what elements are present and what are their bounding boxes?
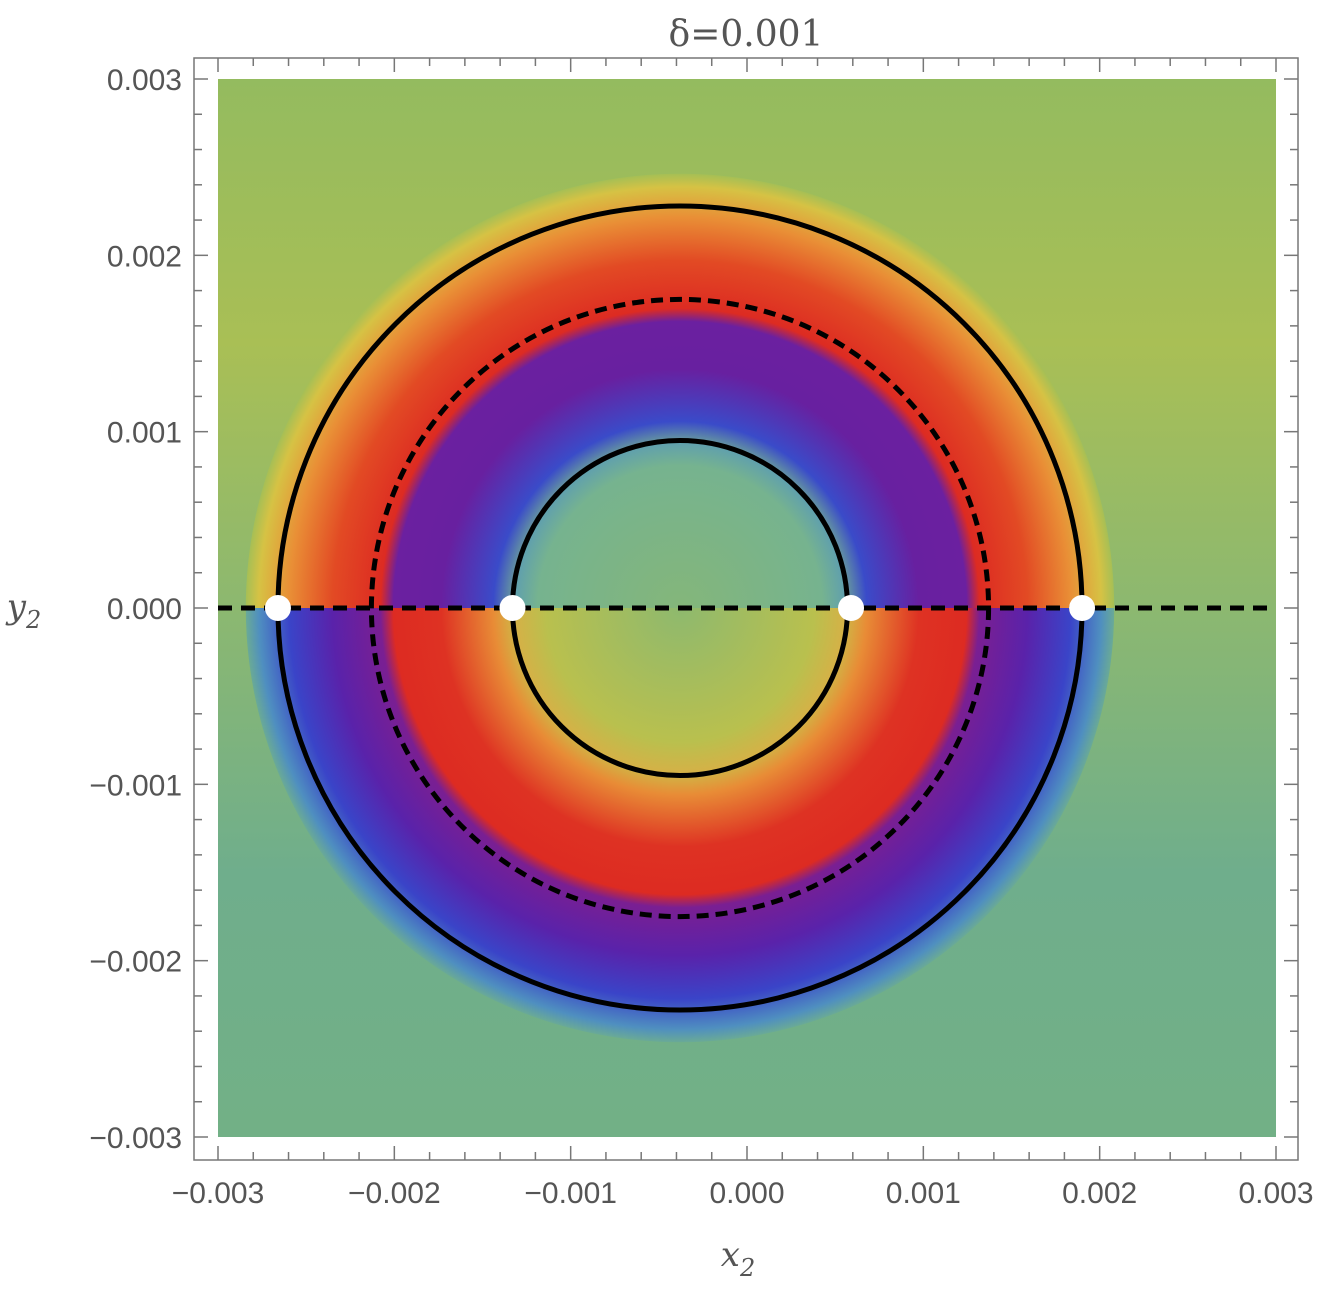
x-axis-ticks: −0.003 −0.002 −0.001 0.000 0.001 0.002 0.003 bbox=[172, 58, 1314, 1210]
inner-disk-bottom bbox=[512, 608, 848, 776]
y-axis-ticks: 0.003 0.002 0.001 0.000 −0.001 −0.002 −0.003 bbox=[89, 64, 1298, 1155]
y-tick-label: −0.001 bbox=[89, 769, 182, 802]
plot-frame bbox=[193, 57, 1299, 1161]
y-tick-label: 0.000 bbox=[107, 593, 182, 626]
data-point-3 bbox=[838, 595, 865, 621]
x-tick-label: −0.002 bbox=[348, 1177, 441, 1210]
ring-bottom-half bbox=[245, 608, 1115, 1043]
y-tick-label: 0.001 bbox=[107, 417, 182, 450]
x-tick-label: −0.003 bbox=[172, 1177, 265, 1210]
x-tick-label: 0.003 bbox=[1238, 1177, 1313, 1210]
data-point-1 bbox=[264, 595, 291, 621]
x-tick-label: 0.002 bbox=[1062, 1177, 1137, 1210]
y-tick-label: −0.002 bbox=[89, 946, 182, 979]
x-tick-label: 0.000 bbox=[709, 1177, 784, 1210]
data-point-4 bbox=[1069, 595, 1096, 621]
y-tick-label: 0.003 bbox=[107, 64, 182, 97]
data-point-2 bbox=[499, 595, 526, 621]
y-axis-label: y2 bbox=[5, 587, 42, 634]
frame-border bbox=[193, 57, 1299, 1161]
ring-top-half bbox=[245, 173, 1115, 608]
y-tick-label: 0.002 bbox=[107, 240, 182, 273]
inner-disk-top bbox=[512, 440, 848, 608]
x-tick-label: −0.001 bbox=[524, 1177, 617, 1210]
chart-title: δ=0.001 bbox=[669, 14, 824, 55]
y-tick-label: −0.003 bbox=[89, 1122, 182, 1155]
critical-points bbox=[264, 595, 1096, 621]
x-axis-label: x2 bbox=[721, 1235, 755, 1282]
x-tick-label: 0.001 bbox=[886, 1177, 961, 1210]
